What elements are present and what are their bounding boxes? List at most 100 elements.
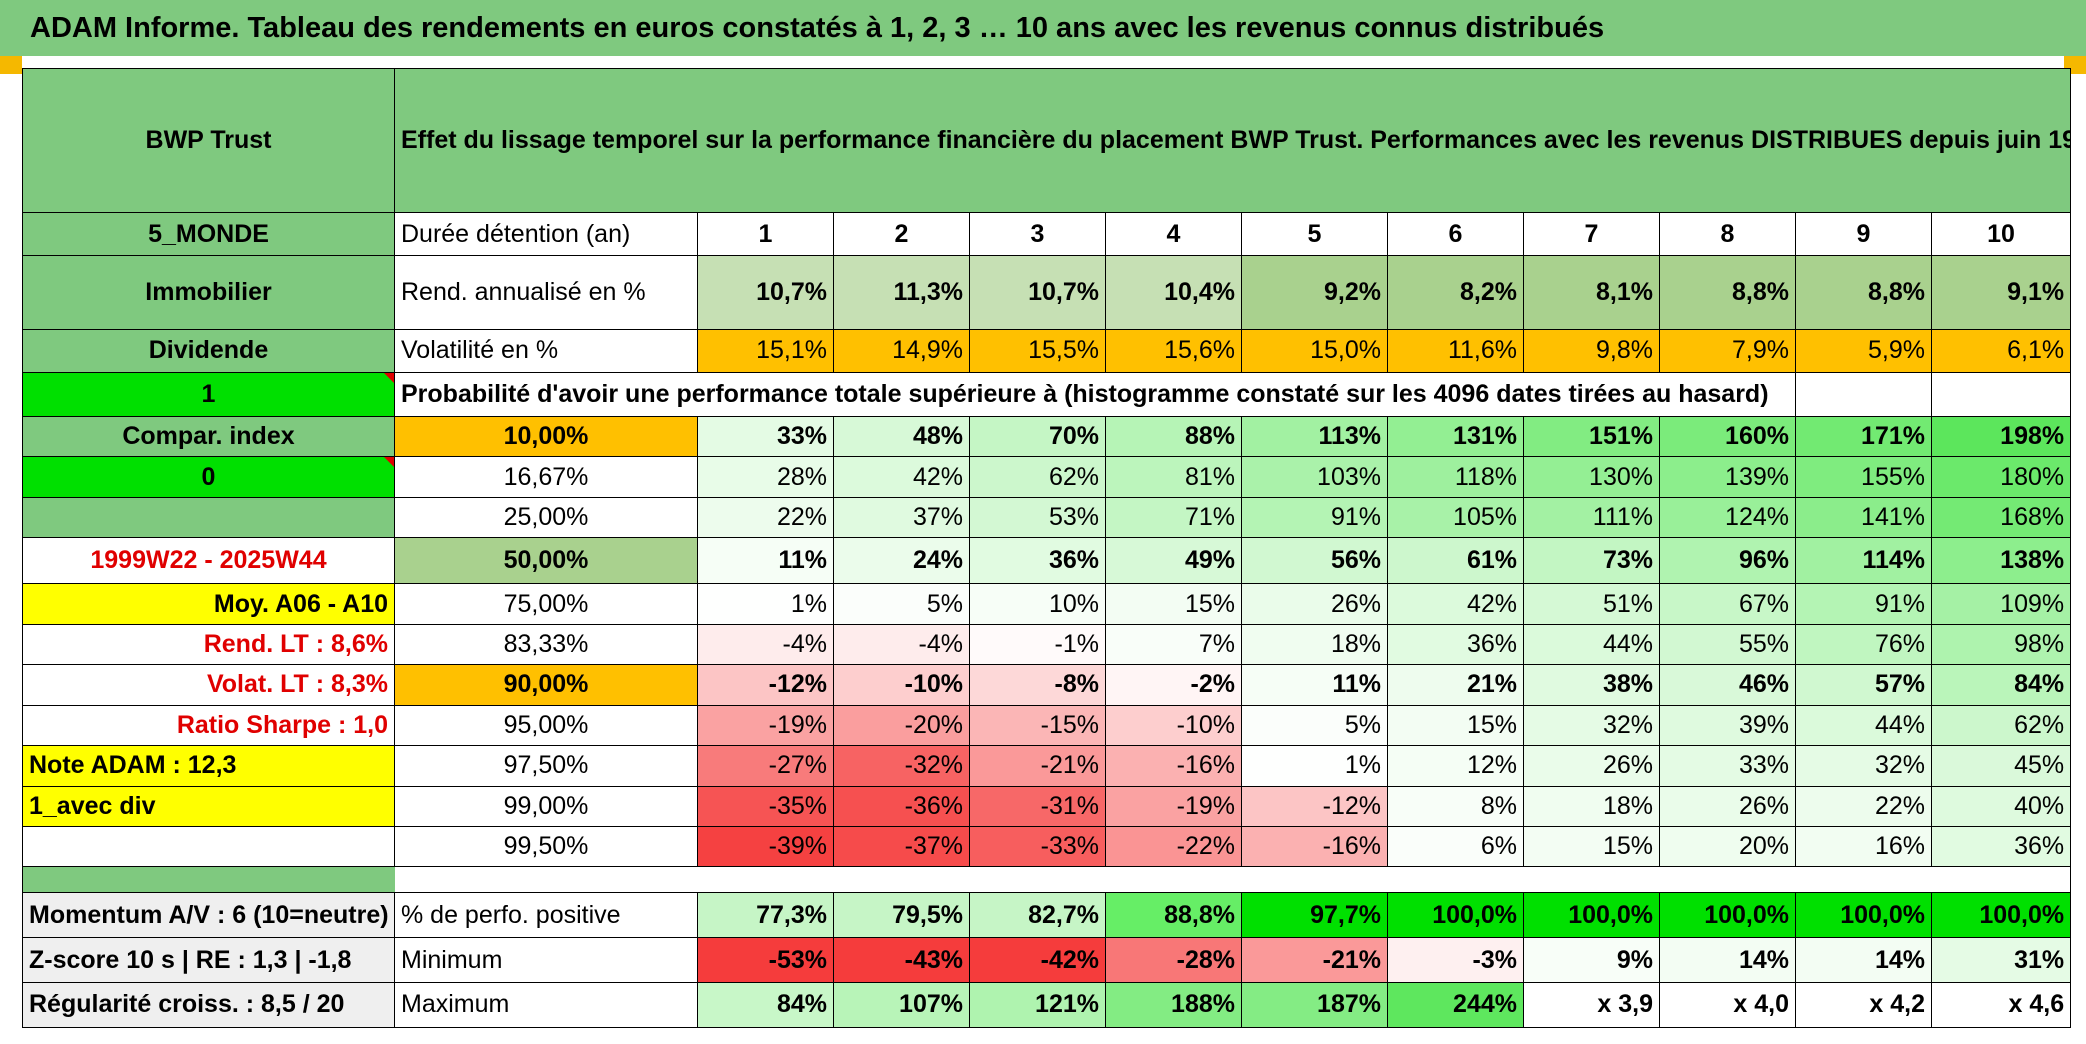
stat-value: 121% (969, 981, 1106, 1029)
probability-value: 62% (969, 456, 1106, 498)
horizon-year: 6 (1387, 211, 1524, 257)
probability-value: 11% (697, 537, 834, 585)
probability-value: 111% (1523, 496, 1660, 539)
percentile-label: 95,00% (394, 704, 698, 747)
percentile-label: 75,00% (394, 583, 698, 625)
stat-value: x 4,0 (1659, 981, 1796, 1029)
volat-label: Volatilité en % (394, 328, 698, 374)
volat-value: 11,6% (1387, 328, 1524, 374)
horizon-year: 8 (1659, 211, 1796, 257)
horizon-year: 2 (833, 211, 970, 257)
rend-value: 9,1% (1930, 255, 2072, 330)
stat-value: 244% (1387, 981, 1524, 1029)
stat-value: 84% (697, 981, 834, 1029)
volat-value: 15,6% (1105, 328, 1242, 374)
percentile-label: 90,00% (394, 664, 698, 706)
probability-value: -1% (969, 623, 1106, 666)
probability-value: 70% (969, 415, 1106, 458)
stat-value: x 3,9 (1523, 981, 1660, 1029)
stat-value: -53% (697, 937, 834, 983)
stat-label: % de perfo. positive (394, 892, 698, 939)
stat-value: 79,5% (833, 892, 970, 939)
probability-value: 55% (1659, 623, 1796, 666)
stat-value: 100,0% (1387, 892, 1524, 939)
horizon-year: 1 (697, 211, 834, 257)
probability-value: -27% (697, 745, 834, 787)
percentile-label: 16,67% (394, 456, 698, 498)
stat-value: 100,0% (1930, 892, 2072, 939)
probability-value: 16% (1795, 826, 1932, 868)
stat-label: Maximum (394, 981, 698, 1029)
probability-value: 141% (1795, 496, 1932, 539)
probability-value: 84% (1930, 664, 2072, 706)
percentile-label: 99,00% (394, 785, 698, 828)
probability-value: 114% (1795, 537, 1932, 585)
horizon-year: 4 (1105, 211, 1242, 257)
probability-value: 21% (1387, 664, 1524, 706)
probability-value: 26% (1659, 785, 1796, 828)
probability-value: 61% (1387, 537, 1524, 585)
volat-lt-label: Volat. LT : 8,3% (22, 664, 395, 706)
probability-value: 198% (1930, 415, 2072, 458)
rend-value: 8,2% (1387, 255, 1524, 330)
avec-div-label: 1_avec div (22, 785, 395, 828)
rend-value: 8,1% (1523, 255, 1660, 330)
probability-value: 11% (1241, 664, 1388, 706)
stat-value: 82,7% (969, 892, 1106, 939)
stat-value: 100,0% (1523, 892, 1660, 939)
probability-value: 131% (1387, 415, 1524, 458)
flag-one: 1 (22, 372, 395, 417)
probability-value: 49% (1105, 537, 1242, 585)
percentile-label: 50,00% (394, 537, 698, 585)
empty-cell (1795, 372, 1932, 417)
stat-value: -21% (1241, 937, 1388, 983)
probability-value: 1% (1241, 745, 1388, 787)
probability-value: 45% (1930, 745, 2072, 787)
stat-value: -42% (969, 937, 1106, 983)
stat-value: 31% (1930, 937, 2072, 983)
probability-value: 38% (1523, 664, 1660, 706)
probability-value: 26% (1523, 745, 1660, 787)
probability-value: 36% (1387, 623, 1524, 666)
probability-value: 7% (1105, 623, 1242, 666)
probability-value: 1% (697, 583, 834, 625)
probability-value: -32% (833, 745, 970, 787)
probability-value: 5% (833, 583, 970, 625)
volat-value: 15,5% (969, 328, 1106, 374)
volat-value: 5,9% (1795, 328, 1932, 374)
probability-value: 18% (1523, 785, 1660, 828)
probability-value: 160% (1659, 415, 1796, 458)
stat-value: 9% (1523, 937, 1660, 983)
probability-value: 37% (833, 496, 970, 539)
stat-value: 88,8% (1105, 892, 1242, 939)
stat-value: 188% (1105, 981, 1242, 1029)
stat-left-label: Momentum A/V : 6 (10=neutre) (22, 892, 395, 939)
probability-value: -36% (833, 785, 970, 828)
horizon-year: 10 (1930, 211, 2072, 257)
stat-left-label: Z-score 10 s | RE : 1,3 | -1,8 (22, 937, 395, 983)
probability-value: 46% (1659, 664, 1796, 706)
probability-value: 56% (1241, 537, 1388, 585)
note-label: Note ADAM : 12,3 (22, 745, 395, 787)
probability-value: 15% (1387, 704, 1524, 747)
report-title: ADAM Informe. Tableau des rendements en … (0, 0, 2086, 56)
probability-value: 42% (1387, 583, 1524, 625)
horizon-label: Durée détention (an) (394, 211, 698, 257)
probability-value: 96% (1659, 537, 1796, 585)
probability-value: -12% (1241, 785, 1388, 828)
probability-value: 36% (1930, 826, 2072, 868)
percentile-label: 25,00% (394, 496, 698, 539)
category-label: Immobilier (22, 255, 395, 330)
probability-value: -33% (969, 826, 1106, 868)
stat-value: 14% (1659, 937, 1796, 983)
probability-value: -8% (969, 664, 1106, 706)
stat-value: 14% (1795, 937, 1932, 983)
probability-value: 44% (1795, 704, 1932, 747)
probability-value: 67% (1659, 583, 1796, 625)
probability-value: -4% (833, 623, 970, 666)
probability-value: -31% (969, 785, 1106, 828)
rend-value: 9,2% (1241, 255, 1388, 330)
probability-value: 113% (1241, 415, 1388, 458)
probability-header: Probabilité d'avoir une performance tota… (394, 372, 1796, 417)
probability-value: -16% (1105, 745, 1242, 787)
